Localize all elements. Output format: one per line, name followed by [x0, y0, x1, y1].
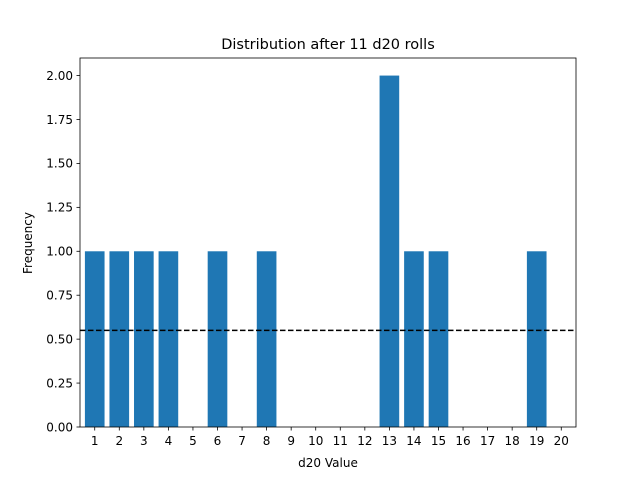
x-tick-label: 6 — [214, 434, 222, 448]
y-tick-label: 0.25 — [46, 376, 73, 390]
x-tick-label: 14 — [406, 434, 421, 448]
y-tick-label: 0.50 — [46, 332, 73, 346]
x-tick-label: 12 — [357, 434, 372, 448]
x-tick-label: 20 — [554, 434, 569, 448]
y-axis-label: Frequency — [21, 212, 35, 274]
x-tick-label: 7 — [238, 434, 246, 448]
x-tick-label: 1 — [91, 434, 99, 448]
x-tick-label: 18 — [505, 434, 520, 448]
x-tick-label: 17 — [480, 434, 495, 448]
bar-13 — [379, 75, 400, 428]
y-tick-label: 1.50 — [46, 157, 73, 171]
bar-15 — [428, 251, 449, 427]
bar-14 — [404, 251, 424, 427]
y-tick-label: 0.00 — [46, 420, 73, 434]
y-tick-label: 2.00 — [46, 69, 73, 83]
x-tick-label: 5 — [189, 434, 197, 448]
plot-area: 1 2 3 4 5 6 7 8 9 10 11 12 13 14 15 16 17 18 19 200.000.250… — [46, 57, 577, 448]
x-tick-label: 15 — [431, 434, 446, 448]
bar-1 — [84, 251, 105, 427]
y-tick-label: 1.25 — [46, 201, 73, 215]
bar-6 — [207, 251, 228, 427]
x-tick-label: 9 — [287, 434, 295, 448]
chart-title: Distribution after 11 d20 rolls — [221, 37, 435, 53]
x-tick-label: 2 — [115, 434, 123, 448]
x-tick-label: 4 — [165, 434, 173, 448]
bar-2 — [109, 251, 130, 427]
x-tick-label: 13 — [382, 434, 397, 448]
y-tick-label: 0.75 — [46, 289, 73, 303]
bar-8 — [256, 251, 277, 427]
y-tick-label: 1.00 — [46, 245, 73, 259]
plot-frame — [79, 57, 577, 428]
x-tick-label: 8 — [263, 434, 271, 448]
x-tick-label: 19 — [529, 434, 544, 448]
x-tick-label: 16 — [455, 434, 470, 448]
x-tick-label: 3 — [140, 434, 148, 448]
x-tick-label: 10 — [308, 434, 323, 448]
bar-4 — [158, 251, 179, 427]
bar-3 — [134, 251, 154, 427]
x-axis-label: d20 Value — [298, 456, 358, 470]
x-tick-label: 11 — [333, 434, 348, 448]
bar-19 — [526, 251, 547, 427]
y-tick-label: 1.75 — [46, 113, 73, 127]
